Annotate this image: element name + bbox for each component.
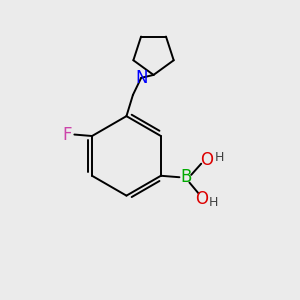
Text: B: B	[180, 168, 192, 186]
Text: N: N	[135, 69, 147, 87]
Text: H: H	[208, 196, 218, 209]
Text: H: H	[215, 151, 224, 164]
Text: O: O	[196, 190, 208, 208]
Text: F: F	[63, 125, 72, 143]
Text: O: O	[201, 151, 214, 169]
